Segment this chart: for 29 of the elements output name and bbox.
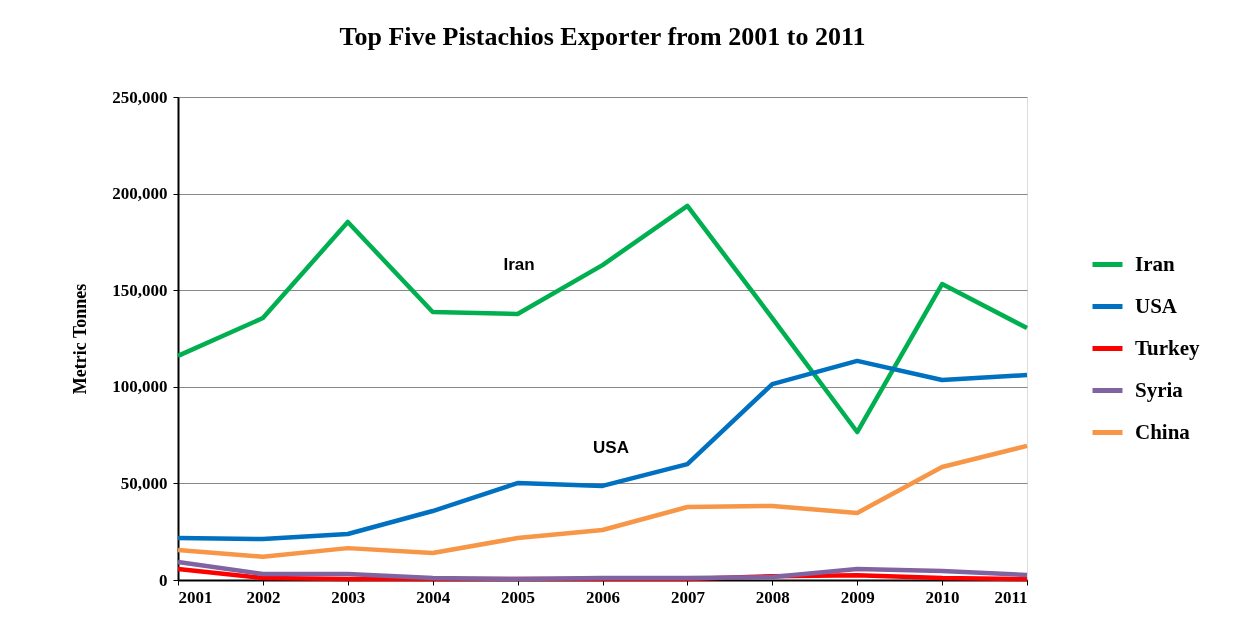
y-tick-label: 0: [159, 570, 168, 590]
x-tick-label: 2008: [755, 587, 790, 607]
line-series: [175, 203, 1030, 435]
x-tick-label: 2003: [331, 587, 366, 607]
line-series: [175, 358, 1030, 542]
x-tick-label: 2009: [840, 587, 875, 607]
y-tick-label: 100,000: [112, 377, 168, 397]
y-tick-label: 50,000: [120, 473, 168, 493]
annotation: Iran: [503, 255, 535, 274]
y-axis-title: Metric Tonnes: [70, 283, 91, 395]
y-tick-label: 150,000: [112, 280, 168, 300]
x-tick-label: 2004: [416, 587, 451, 607]
x-tick-label: 2007: [670, 587, 706, 607]
x-tick-label: 2010: [925, 587, 960, 607]
annotation: USA: [593, 438, 629, 457]
legend-label: China: [1135, 419, 1191, 444]
legend-label: USA: [1135, 293, 1178, 318]
y-tick-label: 250,000: [112, 87, 168, 107]
chart-title: Top Five Pistachios Exporter from 2001 to 2011: [339, 22, 866, 51]
x-tick-label: 2002: [246, 587, 281, 607]
x-tick-label: 2006: [586, 587, 620, 607]
x-tick-label: 2001: [178, 587, 213, 607]
x-tick-label: 2011: [994, 587, 1028, 607]
line-series: [175, 443, 1030, 560]
legend-label: Iran: [1135, 251, 1175, 276]
legend-label: Turkey: [1135, 335, 1201, 360]
y-tick-label: 200,000: [112, 184, 168, 204]
legend-label: Syria: [1135, 377, 1184, 402]
x-tick-label: 2005: [501, 587, 536, 607]
